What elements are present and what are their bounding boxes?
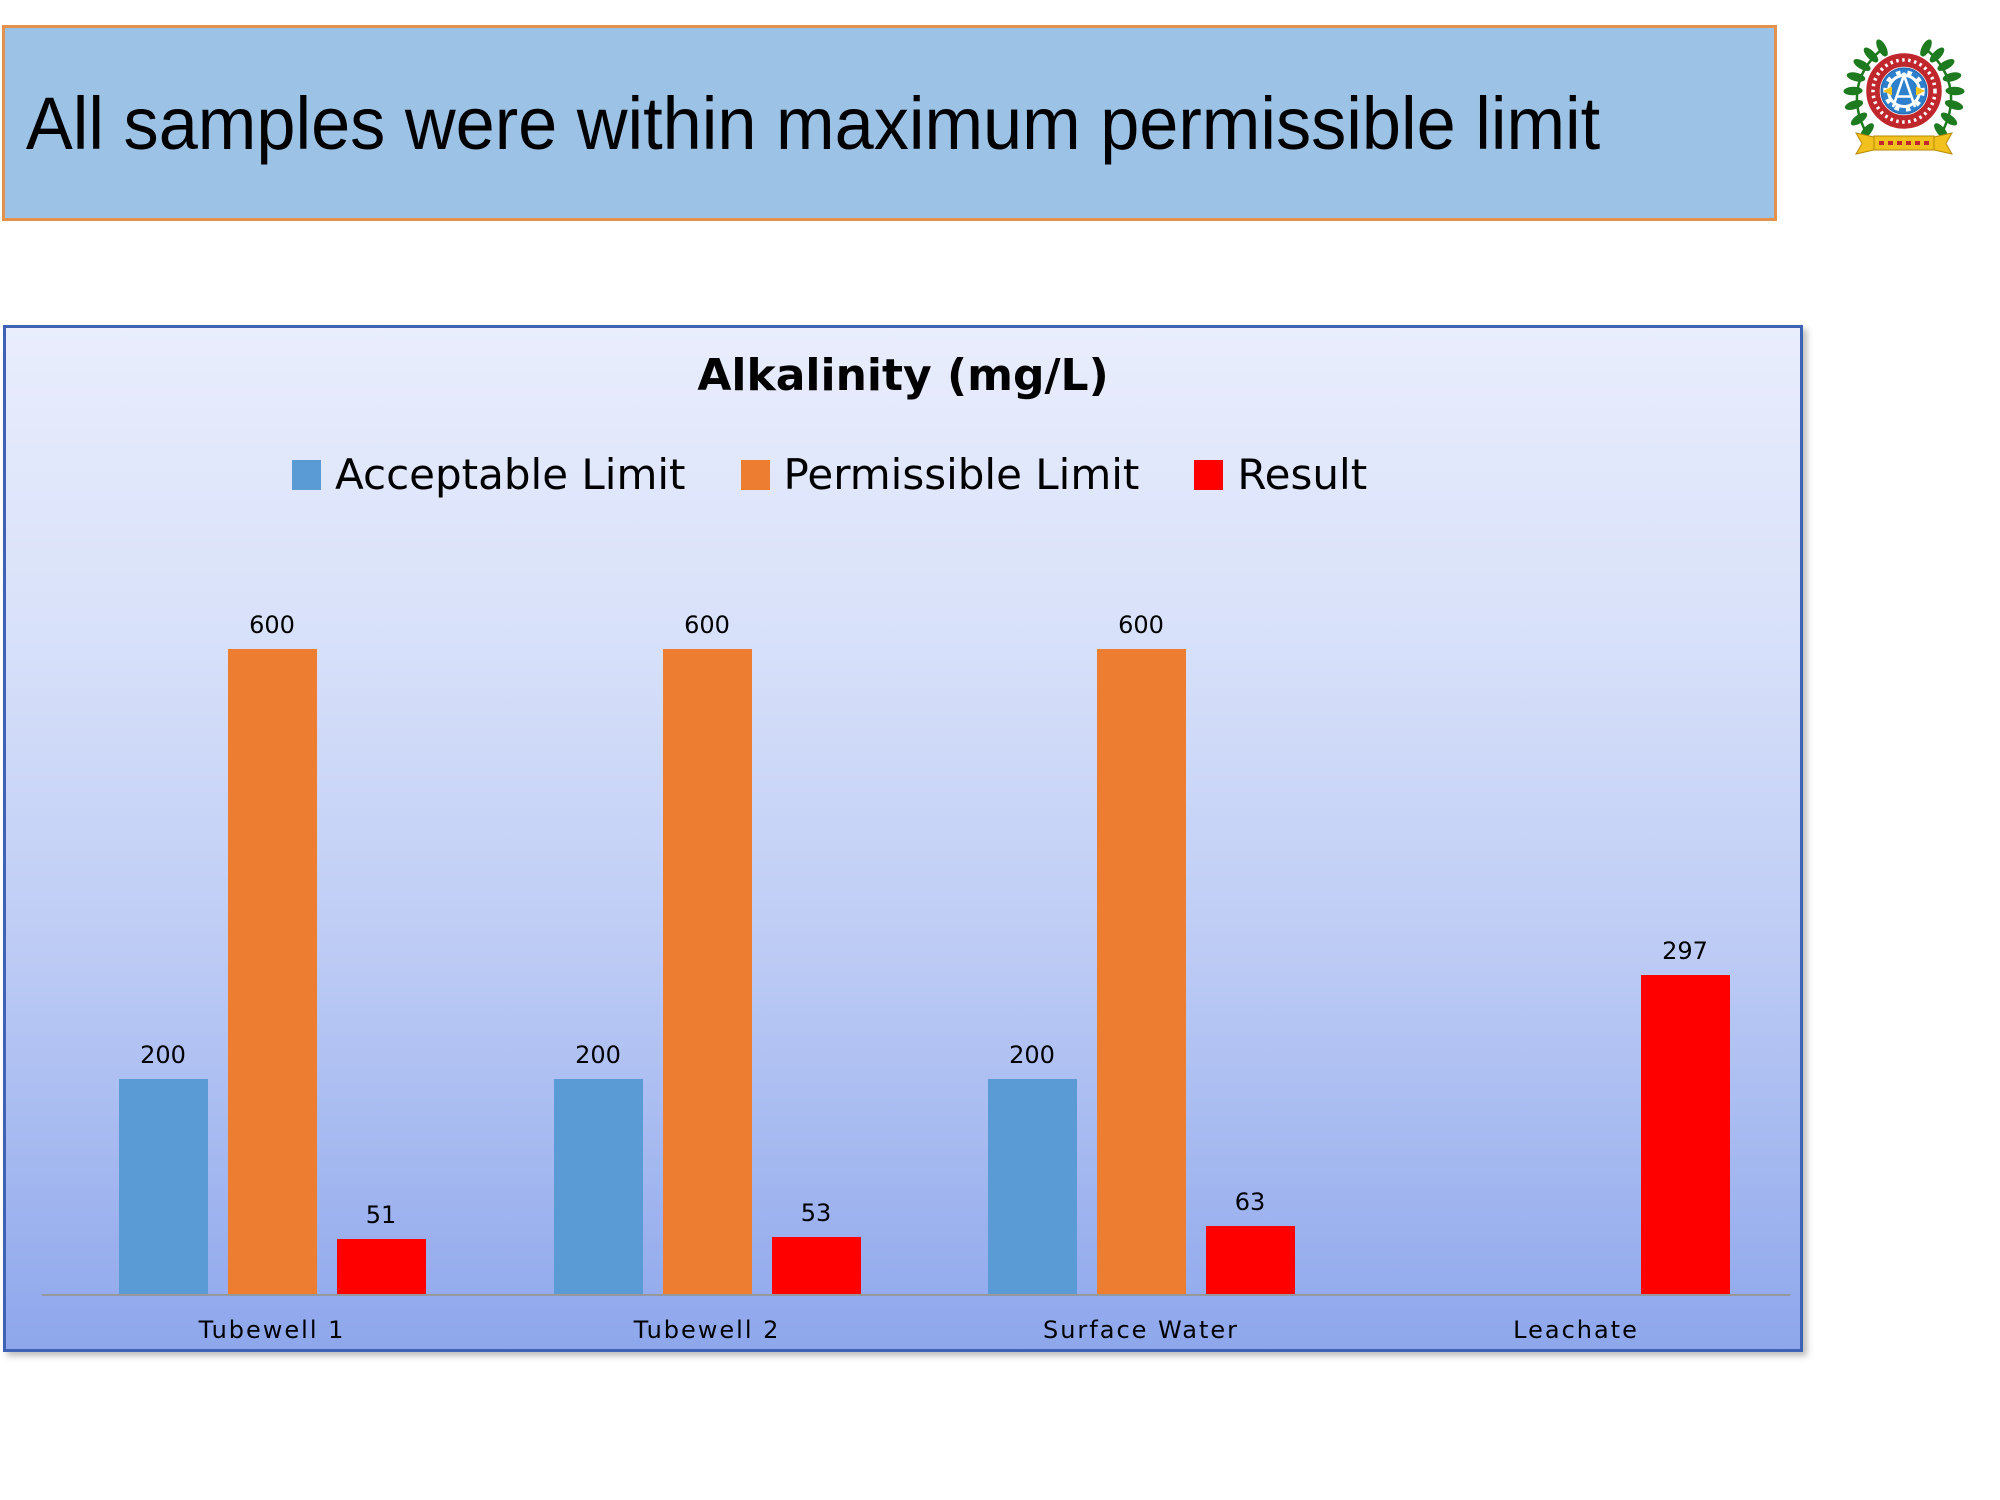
chart-legend: Acceptable Limit Permissible Limit Result <box>292 450 1367 499</box>
bar-surface-water-permissible-limit <box>1096 649 1186 1294</box>
bar-value-tubewell-1-acceptable-limit: 200 <box>140 1041 186 1069</box>
bar-value-leachate-result: 297 <box>1662 937 1708 965</box>
legend-swatch-permissible-limit <box>740 459 770 490</box>
legend-label-acceptable-limit: Acceptable Limit <box>335 450 686 499</box>
bar-tubewell-2-permissible-limit <box>662 649 752 1294</box>
bar-leachate-result <box>1640 975 1730 1294</box>
legend-swatch-result <box>1194 459 1224 490</box>
category-label-surface-water: Surface Water <box>1042 1316 1239 1344</box>
bar-value-surface-water-result: 63 <box>1234 1188 1266 1216</box>
category-label-tubewell-2: Tubewell 2 <box>633 1316 781 1344</box>
category-label-tubewell-1: Tubewell 1 <box>198 1316 346 1344</box>
x-axis-line <box>42 1294 1790 1296</box>
motto-ribbon <box>1855 132 1953 155</box>
bar-surface-water-result <box>1205 1226 1295 1294</box>
bar-value-surface-water-acceptable-limit: 200 <box>1009 1041 1055 1069</box>
bar-value-tubewell-1-result: 51 <box>365 1201 397 1229</box>
bar-value-tubewell-1-permissible-limit: 600 <box>249 611 295 639</box>
legend-item-result: Result <box>1194 450 1367 499</box>
gear-compass-icon <box>1880 67 1928 115</box>
bar-tubewell-2-acceptable-limit <box>553 1079 643 1294</box>
chart-title: Alkalinity (mg/L) <box>697 350 1109 401</box>
bar-value-tubewell-2-acceptable-limit: 200 <box>575 1041 621 1069</box>
legend-label-permissible-limit: Permissible Limit <box>783 450 1140 499</box>
bar-tubewell-1-acceptable-limit <box>118 1079 208 1294</box>
bar-value-surface-water-permissible-limit: 600 <box>1118 611 1164 639</box>
legend-item-acceptable-limit: Acceptable Limit <box>292 450 686 499</box>
category-label-leachate: Leachate <box>1513 1316 1639 1344</box>
bar-value-tubewell-2-result: 53 <box>800 1199 832 1227</box>
title-banner: All samples were within maximum permissi… <box>2 25 1777 221</box>
slide-title: All samples were within maximum permissi… <box>25 81 1601 165</box>
bar-tubewell-2-result <box>771 1237 861 1294</box>
legend-item-permissible-limit: Permissible Limit <box>740 450 1140 499</box>
legend-label-result: Result <box>1237 450 1368 499</box>
college-emblem-logo <box>1843 34 1965 162</box>
bar-tubewell-1-result <box>336 1239 426 1294</box>
bar-value-tubewell-2-permissible-limit: 600 <box>684 611 730 639</box>
legend-swatch-acceptable-limit <box>292 459 321 490</box>
bar-tubewell-1-permissible-limit <box>227 649 317 1294</box>
college-emblem-icon <box>1843 39 1965 155</box>
alkalinity-chart: Alkalinity (mg/L) Acceptable Limit Permis… <box>3 325 1803 1352</box>
bar-surface-water-acceptable-limit <box>987 1079 1077 1294</box>
